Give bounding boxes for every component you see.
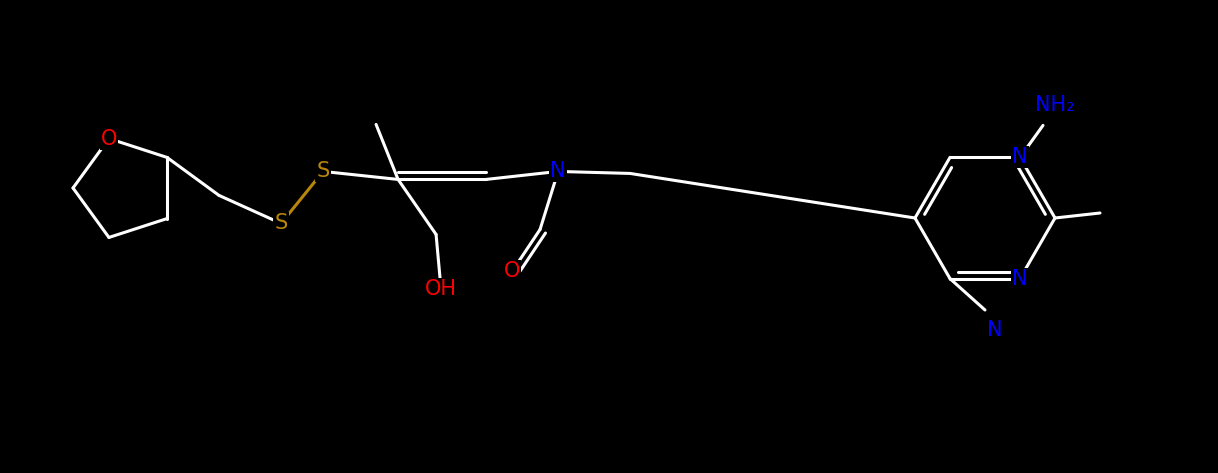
Text: O: O bbox=[504, 262, 520, 281]
Text: N: N bbox=[988, 320, 1002, 340]
Text: S: S bbox=[317, 161, 330, 182]
Text: N: N bbox=[551, 161, 566, 182]
Text: O: O bbox=[101, 129, 117, 149]
Text: N: N bbox=[1012, 269, 1028, 289]
Text: NH₂: NH₂ bbox=[1035, 96, 1074, 115]
Text: S: S bbox=[274, 213, 287, 234]
Text: OH: OH bbox=[425, 280, 457, 299]
Text: N: N bbox=[1012, 148, 1028, 167]
